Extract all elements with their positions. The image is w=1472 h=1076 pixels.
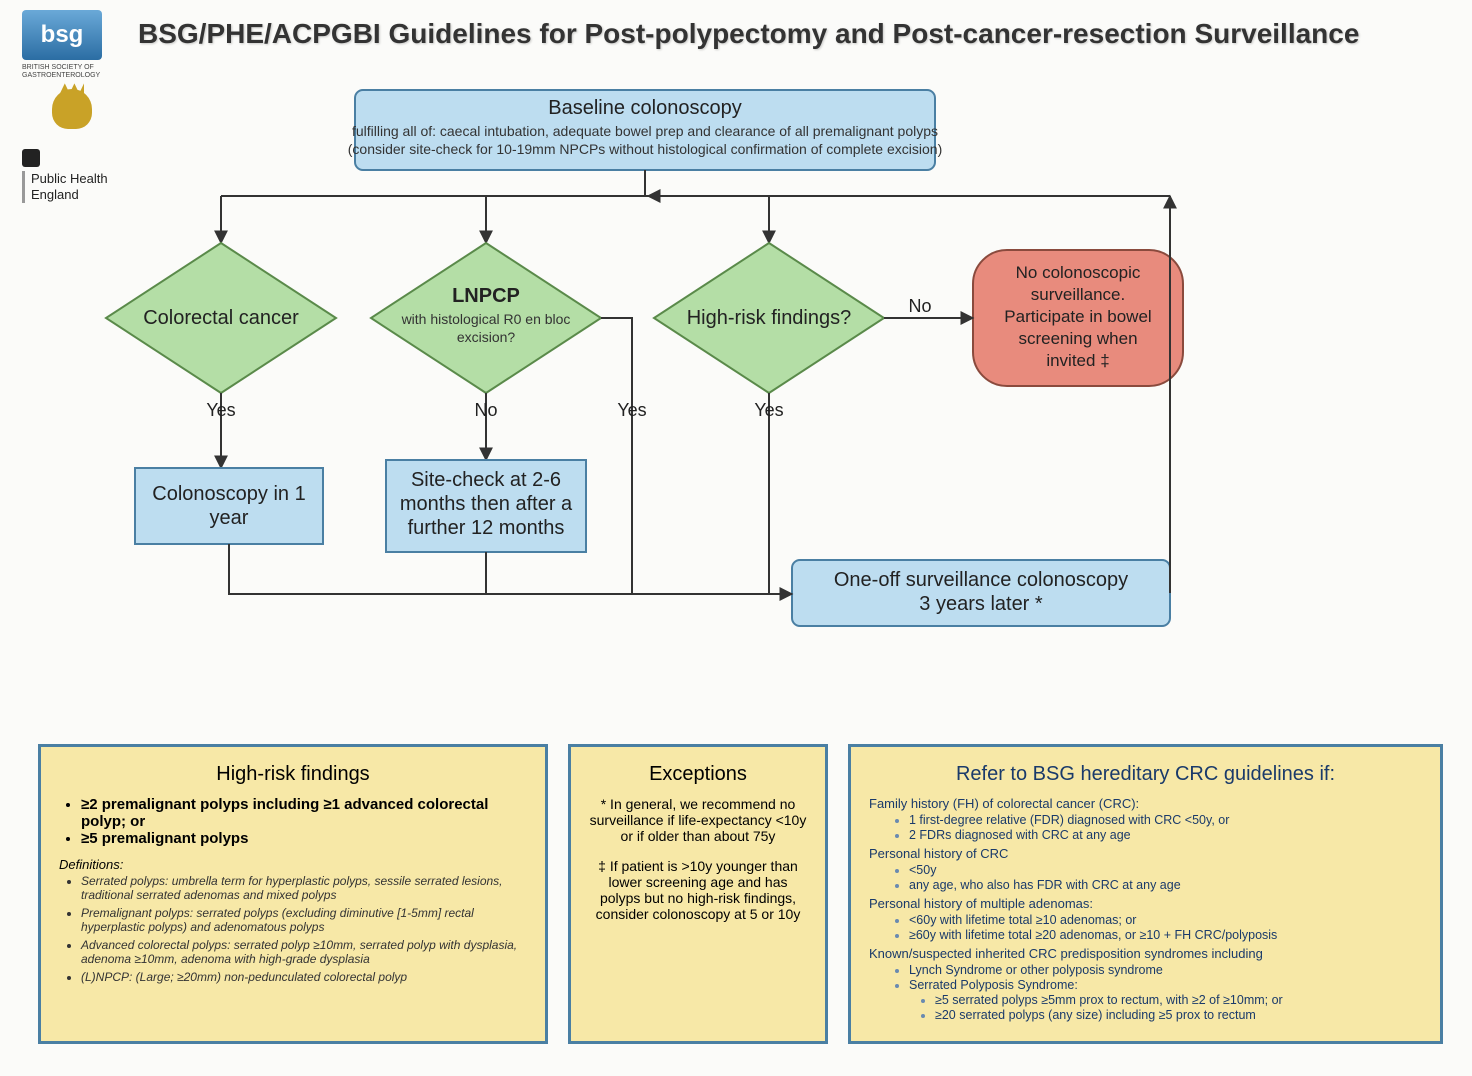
node-lnpcp: LNPCP with histological R0 en bloc excis… xyxy=(371,243,601,393)
c1y-l1: Colonoscopy in 1 xyxy=(152,483,305,505)
ref-s4b: Serrated Polyposis Syndrome: xyxy=(909,978,1078,992)
node-hr: High-risk findings? xyxy=(654,243,884,393)
flowchart: Baseline colonoscopy fulfilling all of: … xyxy=(0,0,1472,740)
ref-s3a: <60y with lifetime total ≥10 adenomas; o… xyxy=(909,913,1422,927)
info-refer: Refer to BSG hereditary CRC guidelines i… xyxy=(848,744,1443,1044)
site-l1: Site-check at 2-6 xyxy=(411,469,561,491)
hr-d1: Serrated polyps: umbrella term for hyper… xyxy=(81,874,527,902)
baseline-title: Baseline colonoscopy xyxy=(548,97,741,119)
ref-s2b: any age, who also has FDR with CRC at an… xyxy=(909,878,1422,892)
lnpcp-sub2: excision? xyxy=(457,329,516,345)
ex-title: Exceptions xyxy=(589,763,807,786)
hr-b2: ≥5 premalignant polyps xyxy=(81,830,527,847)
ref-s4a: Lynch Syndrome or other polyposis syndro… xyxy=(909,963,1422,977)
nosurv-l3: Participate in bowel xyxy=(1004,307,1151,326)
nosurv-l1: No colonoscopic xyxy=(1016,263,1141,282)
crc-label: Colorectal cancer xyxy=(143,307,299,329)
hr-title: High-risk findings xyxy=(59,763,527,786)
ref-s2a: <50y xyxy=(909,863,1422,877)
hr-label: High-risk findings? xyxy=(687,307,852,329)
ref-s1a: 1 first-degree relative (FDR) diagnosed … xyxy=(909,813,1422,827)
nosurv-l5: invited ‡ xyxy=(1046,351,1109,370)
edge-hr-no: No xyxy=(908,296,931,316)
ref-s1b: 2 FDRs diagnosed with CRC at any age xyxy=(909,828,1422,842)
info-high-risk: High-risk findings ≥2 premalignant polyp… xyxy=(38,744,548,1044)
ref-title: Refer to BSG hereditary CRC guidelines i… xyxy=(869,763,1422,786)
oneoff-l1: One-off surveillance colonoscopy xyxy=(834,569,1128,591)
ref-s3: Personal history of multiple adenomas: xyxy=(869,896,1422,911)
info-exceptions: Exceptions * In general, we recommend no… xyxy=(568,744,828,1044)
lnpcp-sub1: with histological R0 en bloc xyxy=(401,311,571,327)
ref-s3b: ≥60y with lifetime total ≥20 adenomas, o… xyxy=(909,928,1422,942)
node-crc: Colorectal cancer xyxy=(106,243,336,393)
ex-p2: ‡ If patient is >10y younger than lower … xyxy=(589,858,807,922)
hr-b1: ≥2 premalignant polyps including ≥1 adva… xyxy=(81,796,527,830)
baseline-sub1: fulfilling all of: caecal intubation, ad… xyxy=(352,123,938,139)
hr-defs-h: Definitions: xyxy=(59,857,527,872)
ref-s4: Known/suspected inherited CRC predisposi… xyxy=(869,946,1422,961)
baseline-sub2: (consider site-check for 10-19mm NPCPs w… xyxy=(348,141,942,157)
edge-hr-yes: Yes xyxy=(754,400,783,420)
site-l2: months then after a xyxy=(400,493,573,515)
hr-d4: (L)NPCP: (Large; ≥20mm) non-pedunculated… xyxy=(81,970,527,984)
lnpcp-title: LNPCP xyxy=(452,285,520,307)
ref-s4b1: ≥5 serrated polyps ≥5mm prox to rectum, … xyxy=(935,993,1422,1007)
edge-lnpcp-yes: Yes xyxy=(617,400,646,420)
ref-s4b2: ≥20 serrated polyps (any size) including… xyxy=(935,1008,1422,1022)
ex-p1: * In general, we recommend no surveillan… xyxy=(589,796,807,844)
hr-d3: Advanced colorectal polyps: serrated pol… xyxy=(81,938,527,966)
edge-crc-yes: Yes xyxy=(206,400,235,420)
nosurv-l4: screening when xyxy=(1018,329,1137,348)
site-l3: further 12 months xyxy=(408,517,565,539)
ref-s1: Family history (FH) of colorectal cancer… xyxy=(869,796,1422,811)
edge-lnpcp-no: No xyxy=(474,400,497,420)
c1y-l2: year xyxy=(210,507,249,529)
oneoff-l2: 3 years later * xyxy=(919,593,1043,615)
hr-d2: Premalignant polyps: serrated polyps (ex… xyxy=(81,906,527,934)
ref-s2: Personal history of CRC xyxy=(869,846,1422,861)
node-c1y xyxy=(135,468,323,544)
nosurv-l2: surveillance. xyxy=(1031,285,1126,304)
